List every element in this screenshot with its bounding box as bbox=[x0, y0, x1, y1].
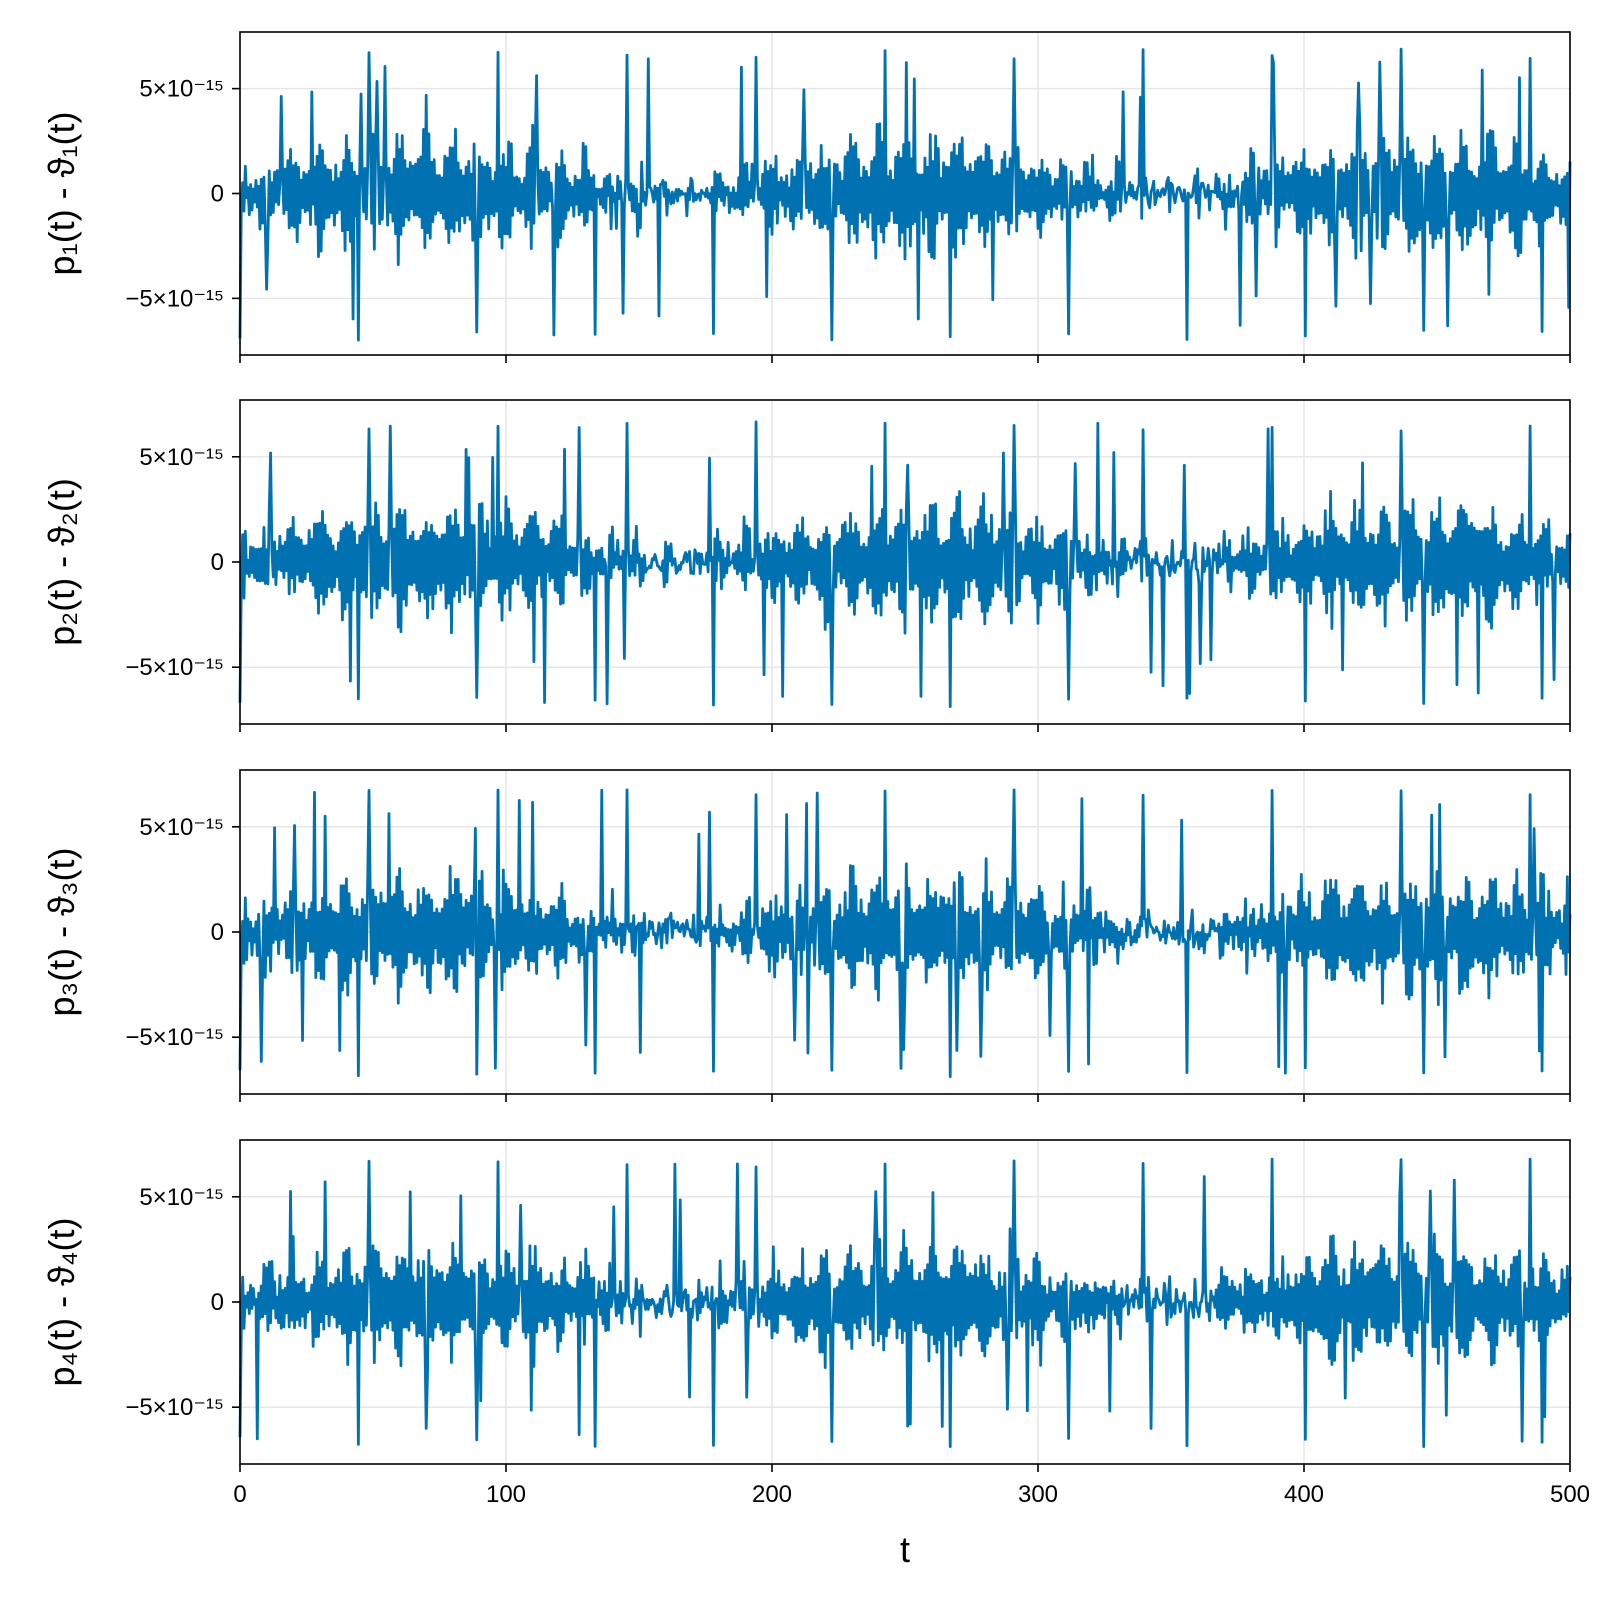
y-tick-label: −5×10⁻¹⁵ bbox=[125, 285, 224, 312]
series-line bbox=[238, 420, 1572, 709]
y-axis-title: p₄(t) - ϑ₄(t) bbox=[41, 1217, 82, 1386]
x-tick-label: 100 bbox=[486, 1481, 526, 1508]
y-axis-title: p₁(t) - ϑ₁(t) bbox=[41, 112, 82, 276]
panel-2: −5×10⁻¹⁵ 0 5×10⁻¹⁵ p₂(t) - ϑ₂(t) bbox=[41, 399, 1572, 732]
y-tick-label: 0 bbox=[211, 919, 224, 946]
panels: −5×10⁻¹⁵ 0 5×10⁻¹⁵ p₁(t) - ϑ₁(t) −5×10⁻¹⁵ 0 5×… bbox=[41, 31, 1590, 1570]
y-tick-label: 0 bbox=[211, 181, 224, 208]
y-tick-label: 5×10⁻¹⁵ bbox=[139, 1184, 224, 1211]
x-tick-label: 400 bbox=[1284, 1481, 1324, 1508]
panel-3: −5×10⁻¹⁵ 0 5×10⁻¹⁵ p₃(t) - ϑ₃(t) bbox=[41, 769, 1572, 1102]
x-tick-label: 300 bbox=[1018, 1481, 1058, 1508]
series-line bbox=[238, 788, 1572, 1078]
series-line bbox=[238, 1157, 1572, 1449]
series-line bbox=[238, 47, 1572, 342]
x-tick-label: 0 bbox=[233, 1481, 246, 1508]
y-tick-label: −5×10⁻¹⁵ bbox=[125, 1024, 224, 1051]
y-tick-label: 5×10⁻¹⁵ bbox=[139, 444, 224, 471]
x-tick-label: 200 bbox=[752, 1481, 792, 1508]
y-tick-label: 0 bbox=[211, 549, 224, 576]
y-axis-title: p₂(t) - ϑ₂(t) bbox=[41, 478, 82, 646]
y-tick-label: −5×10⁻¹⁵ bbox=[125, 1394, 224, 1421]
panel-4: −5×10⁻¹⁵ 0 5×10⁻¹⁵ 0 100 200 300 400 500 p₄(t) - … bbox=[41, 1139, 1590, 1570]
x-axis-title: t bbox=[900, 1529, 910, 1570]
y-tick-label: −5×10⁻¹⁵ bbox=[125, 654, 224, 681]
y-tick-label: 5×10⁻¹⁵ bbox=[139, 76, 224, 103]
y-tick-label: 5×10⁻¹⁵ bbox=[139, 814, 224, 841]
x-tick-label: 500 bbox=[1550, 1481, 1590, 1508]
panel-1: −5×10⁻¹⁵ 0 5×10⁻¹⁵ p₁(t) - ϑ₁(t) bbox=[41, 31, 1572, 363]
y-axis-title: p₃(t) - ϑ₃(t) bbox=[41, 848, 82, 1017]
y-tick-label: 0 bbox=[211, 1289, 224, 1316]
